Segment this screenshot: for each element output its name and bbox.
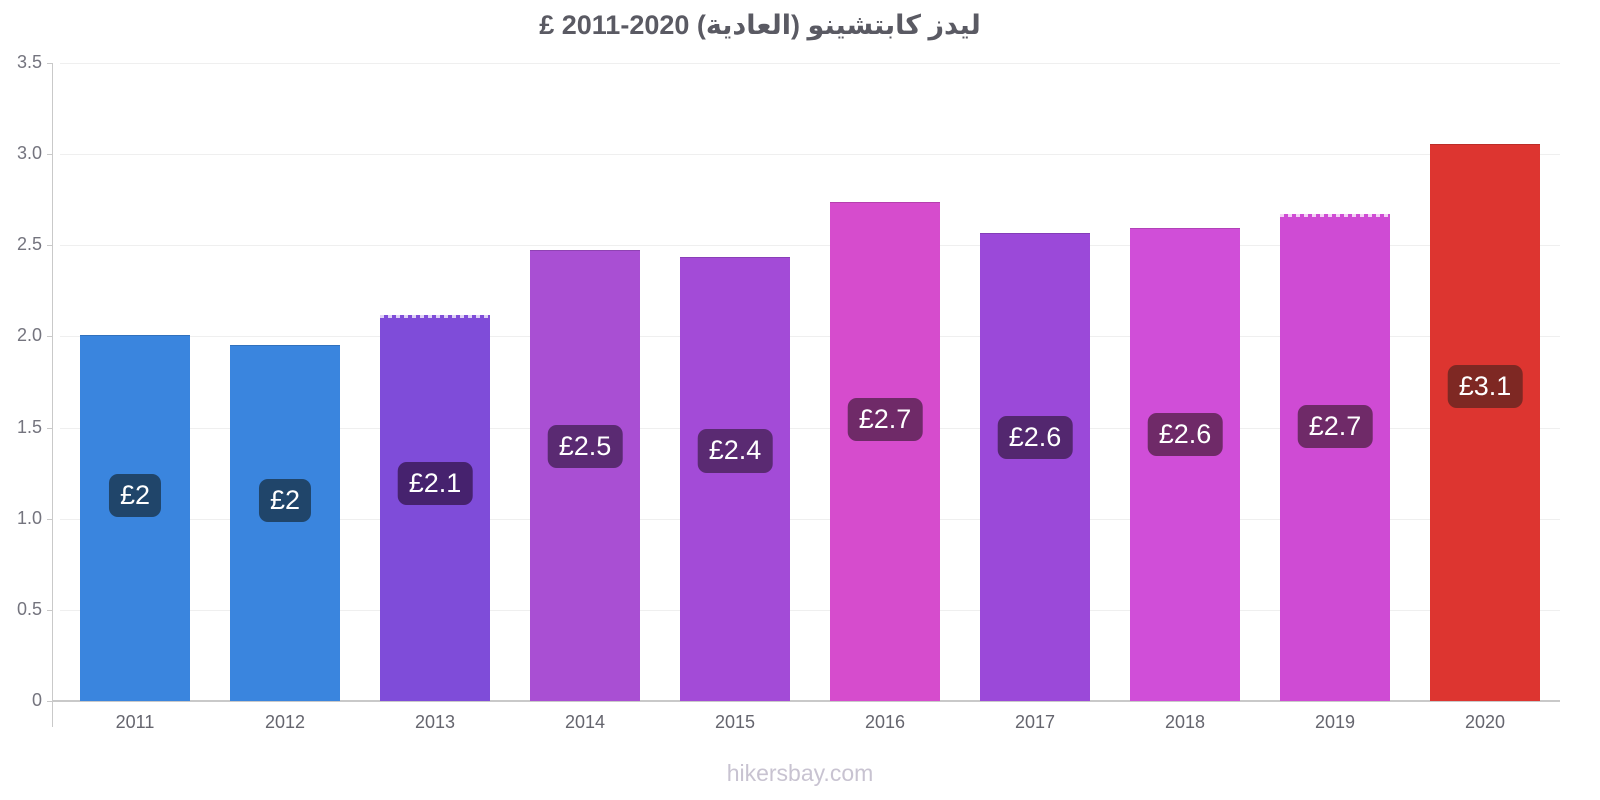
y-tick-label-3.0: 3.0 (16, 143, 42, 164)
y-tick-label-0.5: 0.5 (16, 598, 42, 619)
bar-2015[interactable]: £2.4 (680, 257, 790, 701)
watermark: hikersbay.com (726, 760, 874, 786)
x-tick-label-2011: 2011 (115, 712, 155, 732)
bar-2016[interactable]: £2.7 (830, 202, 940, 701)
x-tick-label-2019: 2019 (1314, 712, 1356, 732)
chart-title: ليدز كابتشينو (العادية) 2020-2011 £ (539, 10, 981, 40)
y-tick-label-3.5: 3.5 (16, 52, 42, 72)
bar-2014[interactable]: £2.5 (530, 249, 640, 701)
y-tick-1.0 (47, 518, 53, 520)
bar-value-badge-2014: £2.5 (547, 425, 623, 469)
x-tick-label-2020: 2020 (1464, 712, 1506, 732)
bar-value-badge-2015: £2.4 (697, 429, 773, 473)
x-tick-label-2017: 2017 (1014, 712, 1056, 732)
bar-value-badge-2013: £2.1 (397, 461, 473, 505)
y-tick-0.5 (47, 609, 53, 611)
bar-2018[interactable]: £2.6 (1130, 227, 1240, 701)
y-tick-3.0 (47, 154, 53, 156)
y-tick-2.0 (47, 336, 53, 338)
gridline-3.0 (60, 154, 1560, 156)
y-tick-0 (47, 701, 53, 702)
y-tick-label-1.0: 1.0 (16, 507, 42, 528)
y-tick-label-2.5: 2.5 (16, 234, 42, 255)
bar-value-badge-2016: £2.7 (847, 398, 923, 442)
gridline-2.0 (60, 336, 1560, 338)
y-tick-label-0: 0 (31, 690, 42, 710)
x-tick-label-2018: 2018 (1164, 712, 1206, 732)
gridline-3.5 (60, 63, 1560, 64)
y-tick-label-2.0: 2.0 (16, 325, 42, 346)
bar-2019[interactable]: £2.7 (1280, 214, 1390, 701)
x-tick-label-2012: 2012 (264, 712, 306, 732)
x-axis-line (52, 700, 1560, 702)
y-tick-1.5 (47, 427, 53, 429)
bar-2011[interactable]: £2 (80, 335, 190, 701)
bar-2012[interactable]: £2 (230, 344, 340, 701)
bar-2013[interactable]: £2.1 (380, 314, 490, 701)
gridline-2.5 (60, 245, 1560, 247)
x-tick-label-2016: 2016 (864, 712, 906, 732)
x-tick-label-2013: 2013 (414, 712, 456, 732)
bar-2020[interactable]: £3.1 (1430, 144, 1540, 701)
plot-area: £2 £2 £2.1 £2.5 £2.4 £2.7 £2.6 £2.6 £2.7 £3.1 (60, 63, 1560, 701)
bar-2017[interactable]: £2.6 (980, 233, 1090, 701)
gridline-1.0 (60, 518, 1560, 520)
y-tick-label-1.5: 1.5 (16, 416, 42, 437)
y-tick-3.5 (47, 63, 53, 64)
bar-value-badge-2019: £2.7 (1297, 404, 1373, 448)
gridline-1.5 (60, 427, 1560, 429)
bar-value-badge-2020: £3.1 (1447, 365, 1523, 409)
y-tick-2.5 (47, 245, 53, 247)
bar-value-badge-2018: £2.6 (1147, 412, 1223, 456)
x-tick-label-2015: 2015 (714, 712, 756, 732)
y-axis-line (52, 63, 53, 727)
gridline-0.5 (60, 609, 1560, 611)
bar-value-badge-2011: £2 (108, 474, 162, 518)
x-tick-label-2014: 2014 (564, 712, 606, 732)
bar-value-badge-2012: £2 (258, 479, 312, 523)
bar-value-badge-2017: £2.6 (997, 415, 1073, 460)
